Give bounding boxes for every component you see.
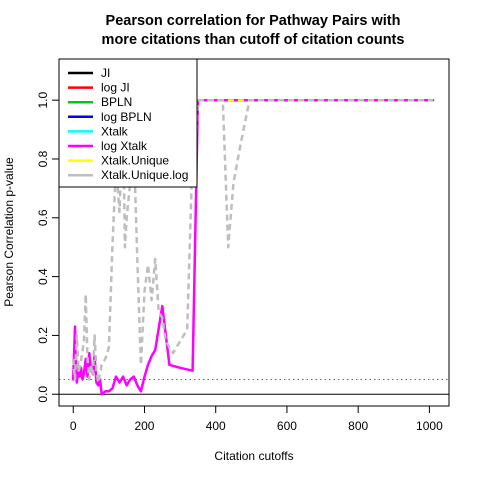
x-tick-label: 0 xyxy=(70,419,77,433)
x-tick-label: 600 xyxy=(277,419,297,433)
y-tick-label: 0.8 xyxy=(36,150,50,167)
y-tick-label: 0.0 xyxy=(36,386,50,403)
plot-area xyxy=(59,98,449,396)
y-tick-label: 0.2 xyxy=(36,327,50,344)
legend-label: BPLN xyxy=(101,95,132,109)
y-axis-label: Pearson Correlation p-value xyxy=(2,157,16,307)
chart-title-line-1: Pearson correlation for Pathway Pairs wi… xyxy=(106,13,401,29)
legend-label: Xtalk xyxy=(101,124,129,138)
legend-label: Xtalk.Unique.log xyxy=(101,168,188,182)
y-tick-label: 1.0 xyxy=(36,92,50,109)
series-line-xtalk-unique-log xyxy=(71,98,433,384)
x-tick-label: 1000 xyxy=(416,419,443,433)
x-axis: 0 200 400 600 800 1000 xyxy=(70,405,443,433)
x-axis-label: Citation cutoffs xyxy=(214,449,293,463)
legend-label: JI xyxy=(101,66,110,80)
legend-label: log JI xyxy=(101,81,130,95)
y-tick-label: 0.6 xyxy=(36,209,50,226)
legend-label: log Xtalk xyxy=(101,139,148,153)
x-tick-label: 400 xyxy=(206,419,226,433)
legend-label: log BPLN xyxy=(101,110,152,124)
chart-title-line-2: more citations than cutoff of citation c… xyxy=(102,32,405,48)
x-tick-label: 200 xyxy=(134,419,154,433)
series-group xyxy=(59,98,449,396)
legend-label: Xtalk.Unique xyxy=(101,154,169,168)
y-tick-label: 0.4 xyxy=(36,268,50,285)
x-tick-label: 800 xyxy=(348,419,368,433)
legend-box xyxy=(58,58,198,188)
